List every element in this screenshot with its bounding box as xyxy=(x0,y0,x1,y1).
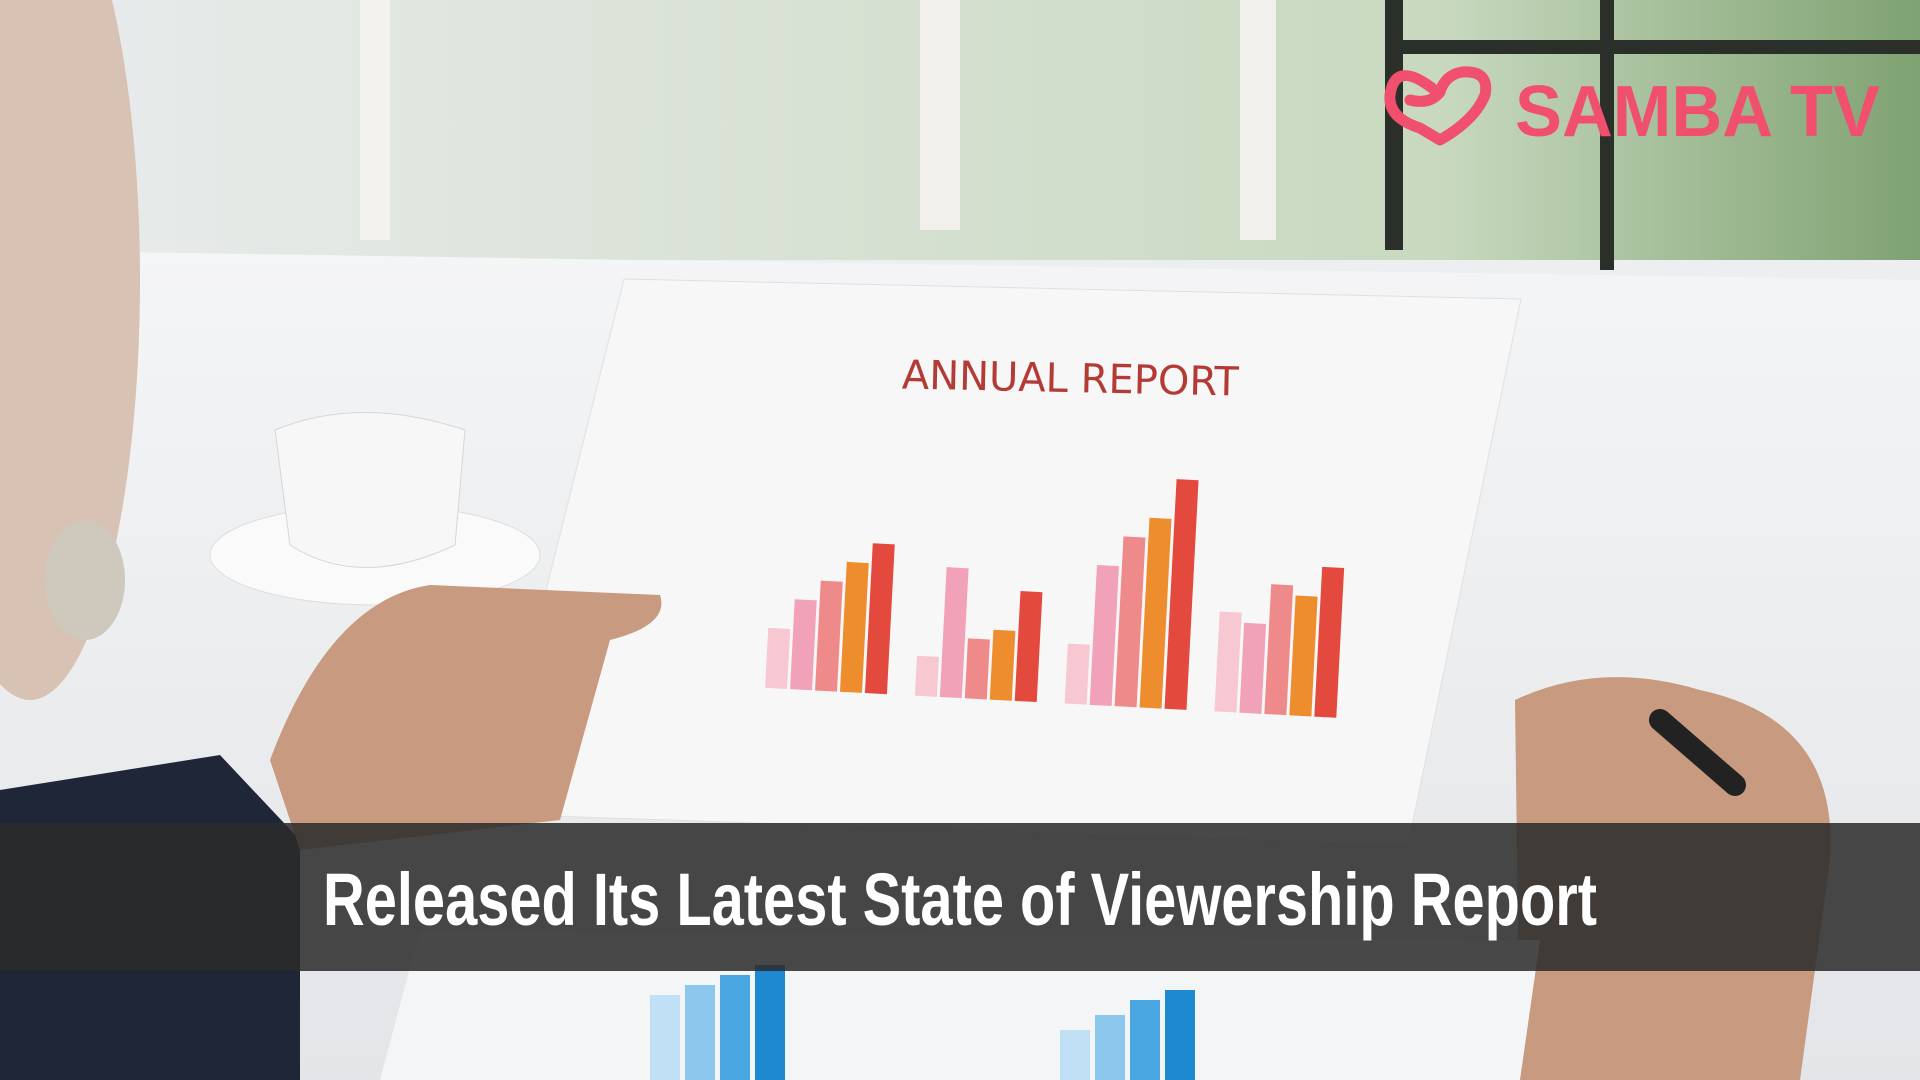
chart-bar xyxy=(1314,566,1345,718)
chart-bar xyxy=(1139,517,1172,709)
chart-bar xyxy=(1264,584,1294,716)
window-frame xyxy=(1400,40,1920,54)
paper-chart xyxy=(765,479,1345,718)
window-frame xyxy=(360,0,390,240)
window-frame xyxy=(1385,0,1403,250)
chart-bar xyxy=(790,599,817,691)
chart-bar xyxy=(1014,591,1043,703)
chart-bar xyxy=(989,629,1016,701)
window-frame xyxy=(1600,0,1614,270)
chart-bar xyxy=(1060,1030,1090,1080)
chart-bar xyxy=(1095,1015,1125,1080)
chart-bar xyxy=(1130,1000,1160,1080)
chart-bar xyxy=(765,627,791,689)
chart-bar xyxy=(1165,990,1195,1080)
chart-bar xyxy=(1089,565,1119,706)
chart-bar xyxy=(685,985,715,1080)
window-frame xyxy=(920,0,960,230)
chart-bar xyxy=(720,975,750,1080)
chart-bar xyxy=(864,543,895,695)
chart-bar xyxy=(914,655,939,697)
pen xyxy=(1649,709,1746,796)
left-hand xyxy=(270,585,662,850)
chart-bar xyxy=(650,995,680,1080)
chart-bar xyxy=(1289,595,1318,717)
headline: Released Its Latest State of Viewership … xyxy=(323,858,1597,941)
chart-bar xyxy=(755,965,785,1080)
chart-bar xyxy=(1164,479,1199,710)
logo: SAMBA TV xyxy=(1384,66,1880,152)
cup xyxy=(274,412,466,568)
chart-bar xyxy=(1114,536,1146,708)
chart-bar xyxy=(839,561,869,693)
window-frame xyxy=(1240,0,1276,240)
chart-bar xyxy=(939,567,969,699)
chart-bar xyxy=(1214,611,1242,713)
chart-bar xyxy=(815,580,843,692)
chart-bar xyxy=(964,638,990,700)
paper-title: ANNUAL REPORT xyxy=(901,352,1239,405)
chart-bar xyxy=(1239,622,1267,714)
headline-banner xyxy=(0,823,1920,971)
chart-bar xyxy=(1064,643,1090,705)
second-chart xyxy=(650,965,1195,1080)
logo-icon xyxy=(1384,66,1492,146)
plant-pot xyxy=(45,520,125,640)
person-face xyxy=(0,0,140,700)
logo-text: SAMBA TV xyxy=(1515,72,1880,152)
